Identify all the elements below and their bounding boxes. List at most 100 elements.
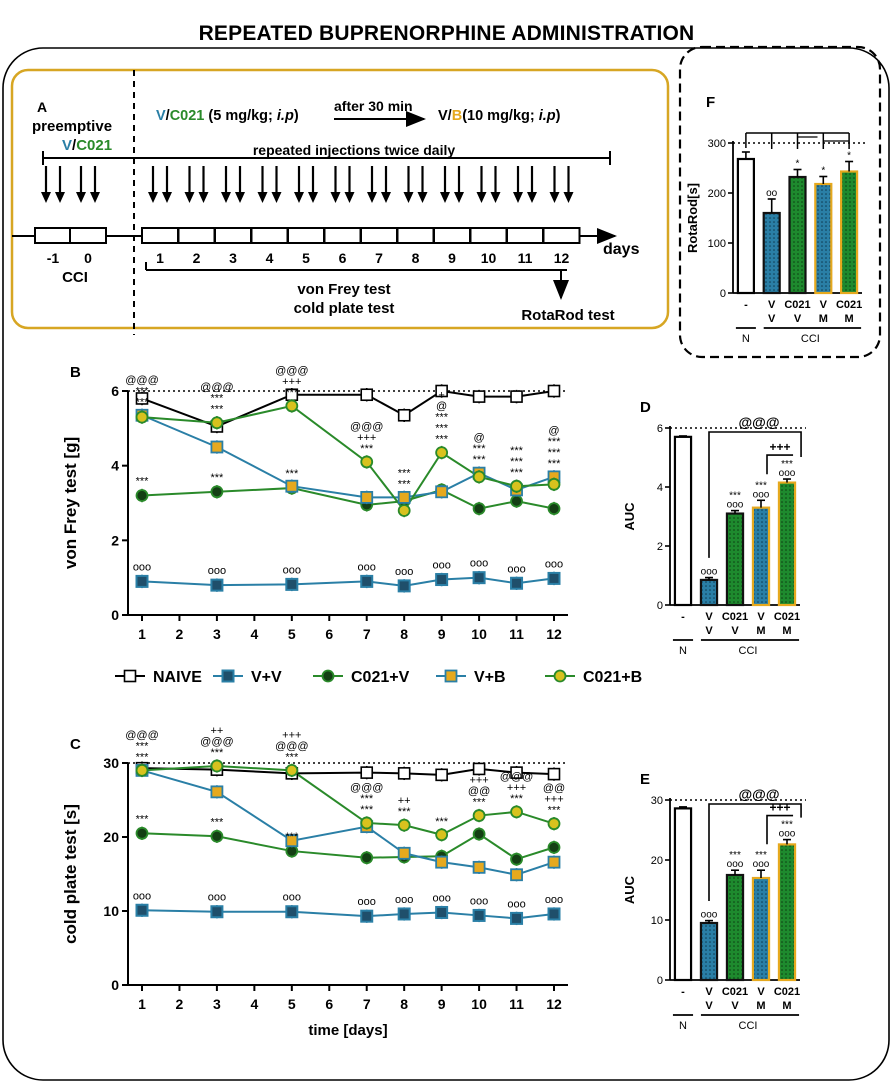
cci-label: CCI <box>62 269 88 286</box>
significance-annotation: *** <box>510 793 524 805</box>
significance-annotation: @@@ <box>200 736 234 748</box>
category-label: V <box>768 313 776 325</box>
x-tick-label: 5 <box>288 996 296 1012</box>
category-label: V <box>705 611 713 623</box>
significance-annotation: +++ <box>469 775 488 787</box>
injection-arrow-head <box>55 192 65 203</box>
day-box <box>542 227 581 244</box>
significance-annotation: *** <box>398 467 412 479</box>
significance-annotation: @@ <box>468 786 490 798</box>
category-label: V <box>757 611 765 623</box>
y-axis-label: AUC <box>622 502 637 531</box>
injection-arrow-head <box>367 192 377 203</box>
injection-arrow-head <box>417 192 428 203</box>
y-tick-label: 0 <box>657 600 663 612</box>
group-label: CCI <box>739 1020 758 1032</box>
significance-annotation: +++ <box>544 794 563 806</box>
category-label: V <box>794 313 802 325</box>
y-tick-label: 30 <box>103 755 119 771</box>
significance-annotation: @ <box>474 432 485 444</box>
day-label: 1 <box>156 250 164 266</box>
pre-day-label: 0 <box>84 250 92 266</box>
rotarod-frame <box>678 45 882 359</box>
panel-label: C <box>70 736 81 753</box>
category-label: C021 <box>722 986 748 998</box>
significance-annotation: *** <box>548 436 562 448</box>
pre-day-box <box>34 227 72 244</box>
legend-label: NAIVE <box>153 669 202 686</box>
injection-arrow-head <box>549 192 560 203</box>
bar <box>699 578 719 607</box>
significance-annotation: *** <box>510 467 524 479</box>
c021v-series-line <box>141 487 555 510</box>
bracket-label: @@@ <box>739 414 780 430</box>
group-label: CCI <box>801 333 820 345</box>
c021b-point <box>510 479 523 493</box>
significance-annotation: *** <box>548 805 562 817</box>
category-label: V <box>731 625 739 637</box>
significance-annotation: +++ <box>507 782 526 794</box>
injection-arrow-head <box>257 192 268 203</box>
bracket-m-vs-cm <box>766 814 794 845</box>
naive-point <box>397 767 411 780</box>
c021v-significance-mark: *** <box>285 831 299 843</box>
c021v-point <box>547 502 561 516</box>
category-label: M <box>782 625 791 637</box>
day-box <box>287 227 325 244</box>
vv-point <box>210 578 224 592</box>
c021b-point <box>210 416 224 430</box>
x-tick-label: 4 <box>250 996 258 1012</box>
vv-point <box>397 907 411 921</box>
c021b-point <box>547 477 561 491</box>
significance-annotation: *** <box>435 412 449 424</box>
tests-label-vonfrey: von Frey test <box>297 281 390 298</box>
vb-point <box>435 855 449 869</box>
significance-annotation: *** <box>435 434 449 446</box>
vv-significance-mark: ooo <box>358 561 376 573</box>
significance-annotation: *** <box>210 393 224 405</box>
vv-significance-mark: ooo <box>283 892 301 904</box>
vv-significance-mark: ooo <box>507 563 525 575</box>
naive-point <box>397 408 411 422</box>
day-box <box>323 227 362 244</box>
naive-point <box>472 762 486 776</box>
category-label: C021 <box>722 611 748 623</box>
rotarod-label: RotaRod test <box>521 307 614 324</box>
significance-annotation: *** <box>136 751 150 763</box>
injection-arrow-head <box>454 192 464 203</box>
c021b-point <box>360 455 374 469</box>
y-tick-label: 300 <box>708 138 726 150</box>
vv-point <box>210 905 224 919</box>
vb-point <box>285 834 299 848</box>
bar <box>840 170 859 295</box>
significance-annotation: *** <box>136 385 150 397</box>
naive-point <box>510 766 523 779</box>
day-box <box>433 227 471 244</box>
injection-arrow-head <box>563 192 574 203</box>
naive-point <box>472 390 486 403</box>
bar-significance-mark: *** <box>755 850 767 861</box>
injection-arrow-head <box>440 192 450 203</box>
dose-label-1: V/C021 (5 mg/kg; i.p) <box>156 108 299 124</box>
significance-annotation: *** <box>473 454 487 466</box>
c021v-point <box>510 494 523 508</box>
injection-arrow-head <box>221 192 231 203</box>
vv-significance-mark: ooo <box>208 892 226 904</box>
day-box <box>360 227 398 244</box>
day-label: 4 <box>266 250 274 266</box>
y-tick-label: 20 <box>103 829 119 845</box>
c021v-significance-mark: *** <box>285 468 299 480</box>
panel-label: E <box>640 771 650 788</box>
day-label: 3 <box>229 250 237 266</box>
category-label: M <box>756 1000 765 1012</box>
bar-significance-mark: * <box>821 166 825 177</box>
c021v-significance-mark: *** <box>210 472 224 484</box>
c021v-point <box>472 827 486 841</box>
x-tick-label: 10 <box>471 626 487 642</box>
panel-label: D <box>640 399 651 416</box>
significance-annotation: @@@ <box>350 782 384 794</box>
vb-point <box>547 855 561 869</box>
y-tick-label: 0 <box>720 288 726 300</box>
legend-label: V+B <box>474 669 506 686</box>
bar <box>673 807 693 982</box>
